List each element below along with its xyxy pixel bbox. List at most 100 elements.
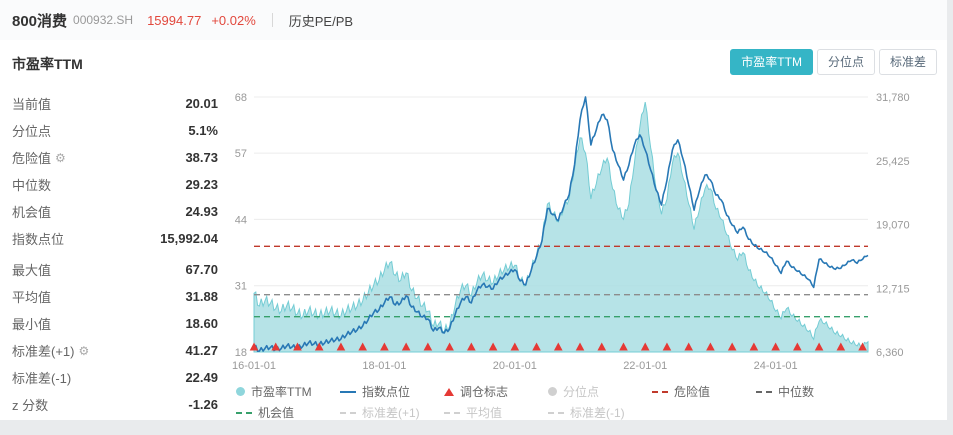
legend-item[interactable]: 调仓标志 (444, 383, 548, 400)
valuation-stats-secondary: 最大值 67.70 平均值 31.88 最小值 18.60 标准差(+1) ⚙ 41.27 标准差… (12, 256, 218, 418)
stat-value: 24.93 (185, 204, 218, 219)
axis-tick-label: 16-01-01 (232, 360, 276, 372)
legend-dash-swatch (756, 390, 772, 393)
legend-item[interactable]: 危险值 (652, 383, 756, 400)
stat-value: 15,992.04 (160, 231, 218, 246)
legend-triangle-swatch (444, 387, 454, 396)
axis-tick-label: 31,780 (876, 92, 910, 104)
view-tab-2[interactable]: 标准差 (878, 49, 937, 75)
stat-row: 分位点 5.1% (12, 117, 218, 144)
legend-dash-swatch (236, 411, 252, 414)
view-tab-1[interactable]: 分位点 (816, 49, 875, 75)
stat-label: 最小值 (12, 317, 52, 332)
stat-row: 平均值 31.88 (12, 283, 218, 310)
stat-row: 标准差(-1) 22.49 (12, 364, 218, 391)
axis-tick-label: 19,070 (876, 220, 910, 232)
legend-item[interactable]: 平均值 (444, 404, 548, 421)
stat-row: 标准差(+1) ⚙ 41.27 (12, 337, 218, 364)
legend-label: 调仓标志 (460, 385, 509, 399)
axis-tick-label: 24-01-01 (754, 360, 798, 372)
stat-value: 5.1% (188, 123, 218, 138)
stat-value: 67.70 (185, 262, 218, 277)
legend-row: 机会值 标准差(+1) 平均值 标准差(-1) (236, 404, 939, 421)
stat-value: 20.01 (185, 96, 218, 111)
axis-tick-label: 31 (235, 281, 247, 293)
stat-label: 危险值 ⚙ (12, 150, 66, 166)
legend-item[interactable]: 指数点位 (340, 383, 444, 400)
legend-circle-swatch (236, 387, 245, 396)
axis-tick-label: 57 (235, 148, 247, 160)
pe-ttm-area-series (253, 102, 869, 353)
legend-label: 标准差(-1) (570, 406, 625, 420)
axis-tick-label: 44 (235, 214, 247, 226)
stat-row: 最小值 18.60 (12, 310, 218, 337)
stat-value: 22.49 (185, 370, 218, 385)
legend-item[interactable]: 分位点 (548, 383, 652, 400)
legend-label: 标准差(+1) (362, 406, 420, 420)
stat-row: z 分数 -1.26 (12, 391, 218, 418)
legend-label: 中位数 (778, 385, 815, 399)
stat-row: 机会值 24.93 (12, 198, 218, 225)
axis-tick-label: 20-01-01 (493, 360, 537, 372)
header-divider (271, 13, 273, 27)
legend-label: 指数点位 (362, 385, 411, 399)
legend-row: 市盈率TTM 指数点位 调仓标志 分位点 危险值 中位数 (236, 383, 939, 400)
stat-label: 机会值 (12, 205, 52, 220)
axis-tick-label: 25,425 (876, 156, 910, 168)
gear-icon[interactable]: ⚙ (78, 343, 90, 358)
stat-value: 41.27 (185, 343, 218, 358)
index-name: 800消费 (12, 12, 68, 30)
header-bar: 800消费 000932.SH 15994.77 +0.02% 历史PE/PB (0, 0, 947, 40)
valuation-stats-primary: 当前值 20.01 分位点 5.1% 危险值 ⚙ 38.73 中位数 29.23 机会值 24.93… (12, 90, 218, 252)
legend-label: 危险值 (674, 385, 711, 399)
stat-row: 危险值 ⚙ 38.73 (12, 144, 218, 171)
stat-label: 标准差(+1) ⚙ (12, 343, 90, 359)
legend-item[interactable]: 市盈率TTM (236, 383, 340, 400)
legend-label: 机会值 (258, 406, 295, 420)
stat-value: 29.23 (185, 177, 218, 192)
stat-row: 中位数 29.23 (12, 171, 218, 198)
valuation-card: 市盈率TTM 市盈率TTM 分位点 标准差 当前值 20.01 分位点 5.1% 危险值 ⚙ 3… (0, 40, 947, 420)
stat-value: 38.73 (185, 150, 218, 165)
legend-item[interactable]: 标准差(-1) (548, 404, 652, 421)
index-change-percent: +0.02% (211, 12, 256, 28)
axis-tick-label: 68 (235, 92, 247, 104)
stat-label: 指数点位 (12, 232, 65, 247)
legend-dash-swatch (444, 411, 460, 414)
legend-dash-swatch (340, 411, 356, 414)
panel-title: 市盈率TTM (12, 56, 83, 72)
history-pe-pb-link[interactable]: 历史PE/PB (288, 13, 354, 29)
stat-label: 中位数 (12, 178, 52, 193)
gear-icon[interactable]: ⚙ (55, 150, 66, 165)
chart-legend: 市盈率TTM 指数点位 调仓标志 分位点 危险值 中位数机会值 标准差(+1) 平均值 标准差(… (236, 383, 939, 425)
index-code: 000932.SH (73, 13, 134, 27)
stat-row: 指数点位 15,992.04 (12, 225, 218, 252)
axis-tick-label: 6,360 (876, 347, 904, 359)
stat-value: -1.26 (188, 397, 218, 412)
axis-tick-label: 22-01-01 (623, 360, 667, 372)
legend-item[interactable]: 机会值 (236, 404, 340, 421)
view-tab-0[interactable]: 市盈率TTM (730, 49, 813, 75)
stat-row: 当前值 20.01 (12, 90, 218, 117)
legend-label: 平均值 (466, 406, 503, 420)
legend-label: 市盈率TTM (251, 385, 312, 399)
legend-dash-swatch (548, 411, 564, 414)
index-line-series (253, 96, 869, 352)
legend-item[interactable]: 中位数 (756, 383, 860, 400)
legend-line-swatch (340, 390, 356, 393)
chart-area[interactable]: 68 57 44 31 18 31,780 25,425 19,070 12,715 6,360 1… (230, 85, 920, 386)
legend-dash-swatch (652, 390, 668, 393)
stat-row: 最大值 67.70 (12, 256, 218, 283)
index-price: 15994.77 (147, 12, 202, 28)
axis-tick-label: 18-01-01 (362, 360, 406, 372)
axis-tick-label: 12,715 (876, 283, 910, 295)
legend-item[interactable]: 标准差(+1) (340, 404, 444, 421)
pe-ttm-chart-svg[interactable]: 68 57 44 31 18 31,780 25,425 19,070 12,715 6,360 1… (230, 85, 920, 381)
stat-label: 分位点 (12, 124, 52, 139)
rebalance-markers (249, 342, 867, 351)
stat-label: 当前值 (12, 97, 52, 112)
stat-label: 平均值 (12, 290, 52, 305)
legend-label: 分位点 (563, 385, 600, 399)
stat-value: 18.60 (185, 316, 218, 331)
stat-label: 标准差(-1) (12, 371, 72, 386)
